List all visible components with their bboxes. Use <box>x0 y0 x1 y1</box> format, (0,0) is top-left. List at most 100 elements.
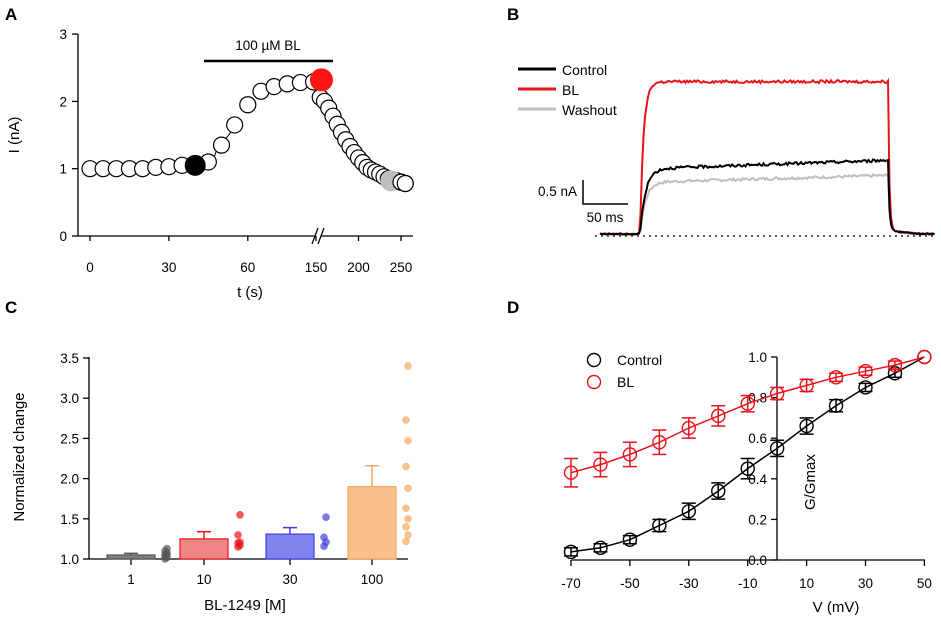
panel-c-bar <box>106 554 156 560</box>
panel-c-ytick-label: 2.0 <box>60 472 79 487</box>
panel-c-datapoint <box>402 523 410 531</box>
panel-d-point-bl <box>828 370 844 385</box>
panel-a-ytick-label: 1 <box>59 162 67 177</box>
panel-a-xtick-label: 30 <box>161 260 176 275</box>
panel-c-bar <box>265 533 315 560</box>
panel-d-xtick-label: -50 <box>620 576 640 591</box>
panel-c-ytick-label: 1.5 <box>60 512 79 527</box>
panel-b-legend-washout: Washout <box>562 102 617 118</box>
panel-a-xtick-label: 250 <box>390 260 413 275</box>
panel-a-xtick-label: 150 <box>305 260 328 275</box>
panel-d-point-bl <box>858 364 873 379</box>
panel-c-datapoint <box>402 416 410 424</box>
panel-d-point-bl <box>799 378 814 393</box>
panel-a-ytick-label: 0 <box>59 229 67 244</box>
panel-c-datapoint <box>320 533 328 542</box>
panel-a-point <box>212 136 231 154</box>
panel-label-a: A <box>5 5 17 24</box>
panel-label-c: C <box>5 298 17 317</box>
panel-c-datapoint <box>404 362 412 370</box>
panel-a-ytick-label: 3 <box>59 27 67 42</box>
panel-b-scale-time: 50 ms <box>587 210 624 225</box>
panel-d-xtick-label: 50 <box>917 576 932 591</box>
panel-a-ylabel: I (nA) <box>6 117 23 154</box>
panel-a-highlight-point <box>309 68 333 92</box>
panel-d-point-control <box>828 398 844 413</box>
panel-d-xtick-label: -30 <box>679 576 699 591</box>
panel-d-point-bl <box>681 420 696 436</box>
panel-d-point-control <box>740 461 755 476</box>
panel-a-xtick-label: 200 <box>347 260 370 275</box>
panel-d-xtick-label: 30 <box>858 576 873 591</box>
panel-d-point-control <box>622 532 638 547</box>
panel-a-xtick-label: 0 <box>86 260 94 275</box>
panel-c-datapoint <box>163 544 171 553</box>
panel-d-ytick-label: 0.6 <box>748 431 767 446</box>
panel-c-ylabel: Normalized change <box>11 392 28 521</box>
panel-d-point-control <box>563 544 579 560</box>
panel-c-datapoint <box>236 538 244 546</box>
panel-d-point-control <box>593 540 608 556</box>
panel-d-point-bl <box>769 386 785 401</box>
panel-d-xtick-label: -70 <box>561 576 581 591</box>
panel-d-xtick-label: -10 <box>738 576 758 591</box>
panel-d-xtick-label: 10 <box>799 576 814 591</box>
panel-a-point <box>226 116 244 134</box>
panel-d-point-control <box>711 483 726 499</box>
panel-d-xlabel: V (mV) <box>813 599 860 616</box>
panel-c-datapoint <box>234 531 242 539</box>
panel-c-ytick-label: 3.5 <box>60 351 79 366</box>
panel-d-ytick-label: 0.4 <box>748 472 767 487</box>
panel-c-datapoint <box>402 504 410 513</box>
panel-b-trace-washout <box>599 173 935 236</box>
panel-c-ytick-label: 3.0 <box>60 391 79 406</box>
panel-c-datapoint <box>404 437 412 445</box>
panel-c-bar <box>347 486 397 560</box>
panel-a-xtick-label: 60 <box>240 260 255 275</box>
panel-a-point <box>239 96 257 114</box>
panel-b-trace-bl <box>599 77 935 236</box>
panel-c-xtick-label: 30 <box>282 572 297 587</box>
panel-c-xtick-label: 10 <box>196 572 211 587</box>
panel-d-ytick-label: 1.0 <box>748 350 767 365</box>
panel-c-ytick-label: 1.0 <box>60 552 79 567</box>
panel-label-d: D <box>507 298 519 317</box>
panel-c-datapoint <box>404 531 412 539</box>
panel-d-legend-bl: BL <box>617 374 634 390</box>
panel-d-point-control <box>858 380 873 395</box>
panel-d-point-control <box>769 441 785 456</box>
panel-c-xtick-label: 1 <box>127 572 135 587</box>
panel-b-scale-current: 0.5 nA <box>538 184 577 199</box>
panel-a-drug-annotation: 100 µM BL <box>235 38 301 53</box>
panel-d-point-bl <box>740 396 755 411</box>
panel-b-traces: Control BL Washout 0.5 nA 50 ms <box>518 62 935 237</box>
panel-d-point-control <box>799 418 814 434</box>
panel-c-dose: Normalized change BL-1249 [M] 1.0 1.5 2.0 2… <box>11 351 412 614</box>
panel-c-bar <box>179 538 229 560</box>
panel-c-datapoint <box>404 484 412 493</box>
panel-c-ytick-label: 2.5 <box>60 431 79 446</box>
panel-d-point-bl <box>711 408 726 424</box>
panel-c-datapoint <box>402 537 410 546</box>
panel-d-ylabel: G/Gmax <box>802 454 819 510</box>
panel-c-datapoint <box>236 510 244 519</box>
panel-d-point-bl <box>917 349 932 365</box>
panel-b-trace-control <box>599 158 935 236</box>
panel-d-point-control <box>681 504 696 519</box>
panel-c-xlabel: BL-1249 [M] <box>204 597 286 614</box>
panel-c-datapoint <box>322 513 330 521</box>
panel-a-xlabel: t (s) <box>237 284 263 301</box>
panel-label-b: B <box>507 5 519 24</box>
panel-d-point-bl <box>563 465 579 480</box>
panel-a-point <box>396 174 414 193</box>
panel-c-xtick-label: 100 <box>361 572 384 587</box>
panel-d-point-control <box>652 518 667 533</box>
panel-b-legend-bl: BL <box>562 82 579 98</box>
panel-c-datapoint <box>402 462 410 471</box>
panel-d-point-bl <box>622 447 638 462</box>
panel-a-highlight-point <box>184 154 206 176</box>
panel-d-legend-control: Control <box>617 352 662 368</box>
panel-b-scale-bar <box>582 180 628 205</box>
